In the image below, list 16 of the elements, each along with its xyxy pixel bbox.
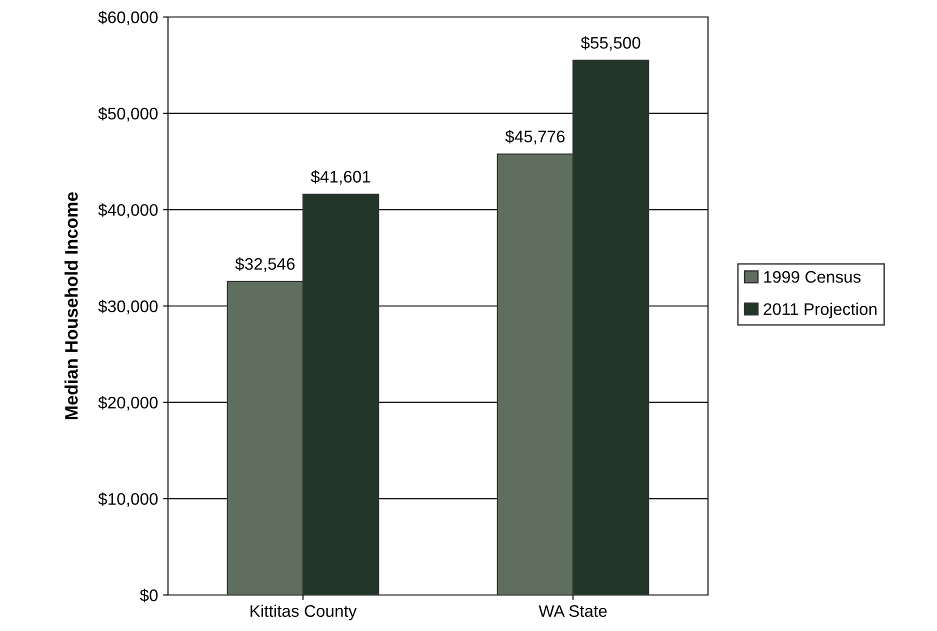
data-label: $32,546 (235, 257, 295, 272)
legend-label: 2011 Projection (764, 302, 876, 318)
data-label: $41,601 (310, 170, 370, 185)
y-tick-label: $30,000 (98, 300, 158, 314)
y-tick-label: $10,000 (98, 492, 158, 507)
y-tick-label: $50,000 (98, 107, 158, 122)
data-label: $45,776 (505, 130, 565, 144)
y-tick-label: $20,000 (98, 396, 158, 411)
y-tick-label: $0 (140, 588, 158, 602)
y-tick-label: $40,000 (98, 203, 158, 218)
y-tick-label: $60,000 (98, 10, 158, 26)
y-axis-title: Median Household Income (64, 192, 78, 420)
data-label: $55,500 (580, 36, 640, 51)
legend-label: 1999 Census (764, 271, 861, 283)
x-tick-label: Kittitas County (250, 604, 357, 620)
x-tick-label: WA State (538, 605, 607, 617)
